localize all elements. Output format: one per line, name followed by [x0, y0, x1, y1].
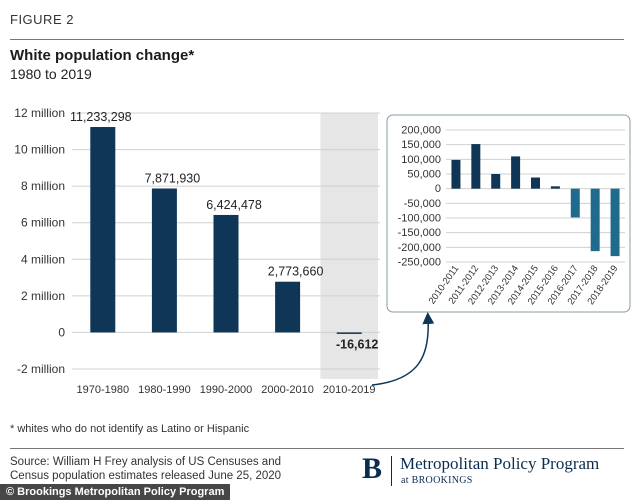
- inset-bar-chart: -250,000 -200,000 -150,000 -100,000 -50,000 0…: [386, 114, 631, 313]
- y-tick-label: 12 million: [14, 106, 65, 120]
- bar: [275, 281, 301, 333]
- data-label: 7,871,930: [145, 171, 201, 185]
- top-rule: [10, 39, 624, 40]
- connector-arrow: [371, 312, 435, 386]
- y-tick-label: 4 million: [21, 252, 65, 266]
- inset-y-tick-label: 0: [435, 183, 441, 195]
- data-label: 2,773,660: [268, 265, 324, 279]
- inset-bar: [610, 188, 620, 257]
- x-tick-label: 2000-2010: [261, 384, 314, 396]
- data-label: -16,612: [336, 337, 378, 351]
- inset-bar: [570, 188, 580, 218]
- figure-label: FIGURE 2: [10, 12, 74, 27]
- y-tick-label: 8 million: [21, 179, 65, 193]
- brookings-logo-mark: B: [362, 452, 383, 485]
- data-label: 11,233,298: [70, 110, 132, 124]
- bar: [336, 332, 362, 334]
- y-tick-label: 0: [58, 325, 65, 339]
- inset-y-tick-label: 150,000: [401, 139, 441, 151]
- inset-y-tick-label: 100,000: [401, 154, 441, 166]
- x-tick-label: 1980-1990: [138, 384, 191, 396]
- y-tick-label: -2 million: [17, 362, 65, 376]
- source-note: Source: William H Frey analysis of US Ce…: [10, 456, 282, 482]
- logo-divider: [391, 456, 392, 486]
- image-credit: © Brookings Metropolitan Policy Program: [0, 484, 231, 500]
- chart-subtitle: 1980 to 2019: [10, 66, 92, 82]
- inset-y-tick-label: -100,000: [398, 213, 441, 225]
- main-bar-chart: -2 million 0 2 million 4 million 6 million 8 …: [14, 106, 380, 396]
- inset-bar: [471, 144, 481, 189]
- inset-y-tick-label: -200,000: [398, 242, 441, 254]
- bar: [213, 214, 239, 333]
- inset-bar: [590, 188, 600, 252]
- y-tick-label: 6 million: [21, 216, 65, 230]
- inset-y-tick-label: -50,000: [404, 198, 441, 210]
- inset-y-tick-label: 50,000: [407, 169, 441, 181]
- data-label: 6,424,478: [206, 198, 262, 212]
- bar: [90, 127, 116, 333]
- logo-program-name: Metropolitan Policy Program: [400, 454, 600, 473]
- y-tick-label: 2 million: [21, 289, 65, 303]
- inset-bar: [451, 159, 461, 189]
- footnote: * whites who do not identify as Latino o…: [10, 423, 250, 435]
- highlight-band: [320, 113, 378, 379]
- chart-title: White population change*: [10, 47, 195, 64]
- logo-subtitle: at BROOKINGS: [401, 475, 473, 486]
- bottom-rule: [10, 448, 624, 449]
- bar: [151, 188, 177, 333]
- x-tick-label: 1990-2000: [200, 384, 253, 396]
- y-tick-label: 10 million: [14, 143, 65, 157]
- inset-y-tick-label: 200,000: [401, 125, 441, 137]
- inset-frame: [386, 114, 631, 313]
- inset-bar: [531, 177, 540, 189]
- inset-bar: [511, 156, 521, 189]
- chart-area: -2 million 0 2 million 4 million 6 million 8 …: [14, 106, 631, 396]
- x-tick-label: 1970-1980: [76, 384, 129, 396]
- inset-bar: [491, 174, 501, 189]
- inset-y-tick-label: -150,000: [398, 227, 441, 239]
- inset-y-tick-label: -250,000: [398, 257, 441, 269]
- x-tick-label: 2010-2019: [323, 384, 376, 396]
- inset-bar: [550, 186, 560, 189]
